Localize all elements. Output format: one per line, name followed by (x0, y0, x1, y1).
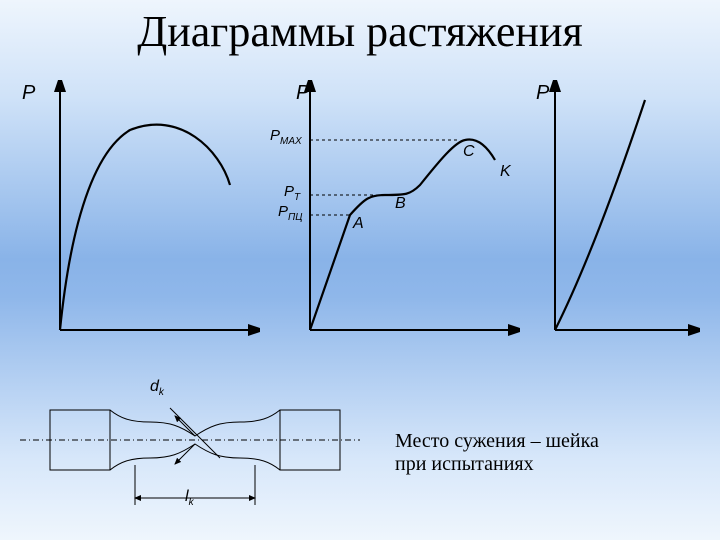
specimen-lk-label: lk (185, 488, 194, 508)
chart2-pt-label: PT (284, 183, 300, 203)
chart2-ppc-label: PПЦ (278, 203, 303, 223)
chart1-y-label: P (22, 82, 35, 105)
chart2-point-A: A (353, 215, 364, 233)
chart2-pmax-label: PMAX (270, 127, 302, 147)
chart-1 (30, 80, 260, 350)
chart3-y-label: P (536, 82, 549, 105)
caption-line-2: при испытаниях (395, 453, 695, 476)
specimen-dk-label: dk (150, 378, 164, 398)
chart2-point-B: B (395, 195, 406, 213)
chart-3 (530, 80, 700, 350)
slide: Диаграммы растяжения P P PMAX (0, 0, 720, 540)
caption-block: Место сужения – шейка при испытаниях (395, 430, 695, 476)
chart2-point-C: C (463, 143, 475, 161)
chart2-y-label: P (296, 82, 309, 105)
chart2-point-K: K (500, 163, 511, 181)
chart-2 (270, 80, 520, 350)
slide-title: Диаграммы растяжения (0, 6, 720, 57)
caption-line-1: Место сужения – шейка (395, 430, 695, 453)
